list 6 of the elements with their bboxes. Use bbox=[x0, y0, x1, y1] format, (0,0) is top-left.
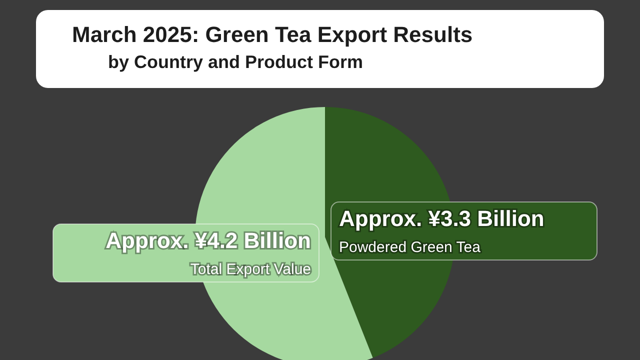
data-label: Approx. ¥4.2 Billion bbox=[106, 228, 311, 253]
slice-label: Total Export Value bbox=[190, 260, 311, 278]
chart-title: March 2025: Green Tea Export Results bbox=[72, 22, 474, 48]
slice-label: Powdered Green Tea bbox=[339, 239, 482, 256]
data-label: Approx. ¥3.3 Billion bbox=[339, 206, 544, 232]
chart-subtitle: by Country and Product Form bbox=[108, 52, 364, 73]
